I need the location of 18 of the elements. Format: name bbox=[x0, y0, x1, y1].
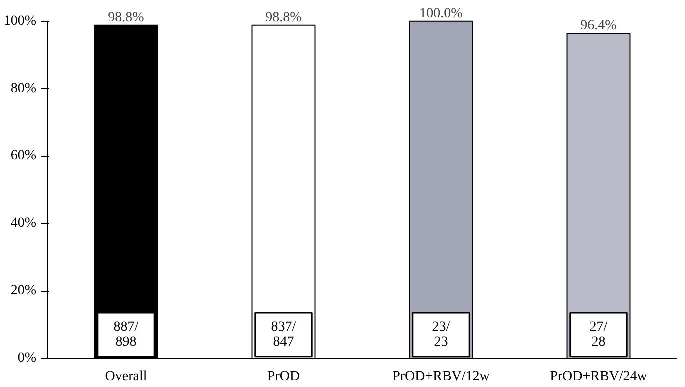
data-label: 100.0% bbox=[420, 6, 464, 22]
y-tick-label: 0% bbox=[18, 351, 37, 366]
annotation: 837/ 847 bbox=[271, 320, 296, 350]
x-tick-label: Overall bbox=[105, 370, 148, 384]
x-tick-label: PrOD+RBV/12w bbox=[392, 370, 491, 384]
annotation: 23/ 23 bbox=[432, 320, 450, 350]
data-label: 96.4% bbox=[580, 18, 618, 34]
annotation: 887/ 898 bbox=[114, 320, 139, 350]
x-tick-label: PrOD bbox=[267, 370, 300, 384]
annotation: 27/ 28 bbox=[590, 320, 608, 350]
data-label: 98.8% bbox=[108, 10, 145, 26]
data-label: 98.8% bbox=[266, 10, 302, 26]
x-tick-label: PrOD+RBV/24w bbox=[550, 370, 648, 384]
y-tick-label: 20% bbox=[10, 284, 37, 299]
y-tick-label: 60% bbox=[10, 148, 37, 164]
y-tick-label: 80% bbox=[10, 81, 37, 96]
y-tick-label: 100% bbox=[4, 14, 37, 29]
y-tick-label: 40% bbox=[10, 216, 37, 232]
